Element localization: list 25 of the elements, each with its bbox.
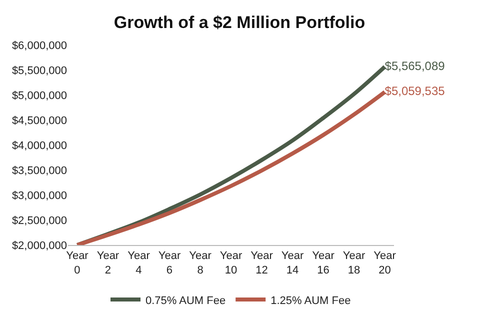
x-tick-label: Year 8 xyxy=(189,250,212,276)
x-tick-label: Year 4 xyxy=(128,250,150,276)
legend-label: 0.75% AUM Fee xyxy=(146,294,226,307)
x-tick-label: Year 12 xyxy=(250,250,274,276)
x-tick-label: Year 10 xyxy=(220,250,242,276)
chart-title: Growth of a $2 Million Portfolio xyxy=(114,13,366,32)
x-tick-label: Year 20 xyxy=(374,250,396,276)
data-label: $5,059,535 xyxy=(384,84,446,98)
x-tick-label: Year 16 xyxy=(312,250,335,276)
data-label: $5,565,089 xyxy=(384,58,446,73)
y-tick-label: $3,000,000 xyxy=(12,190,67,202)
x-tick-label: Year 2 xyxy=(96,250,120,276)
y-tick-label: $5,000,000 xyxy=(12,90,67,102)
y-tick-label: $2,500,000 xyxy=(12,214,67,227)
x-tick-label: Year 18 xyxy=(342,250,366,276)
x-tick-label: Year 14 xyxy=(281,250,304,276)
y-tick-label: $5,500,000 xyxy=(12,64,67,77)
x-tick-label: Year 0 xyxy=(66,250,89,276)
y-tick-label: $4,000,000 xyxy=(12,140,67,152)
x-tick-label: Year 6 xyxy=(158,250,181,276)
y-tick-label: $2,000,000 xyxy=(12,240,67,252)
y-tick-label: $6,000,000 xyxy=(12,40,67,52)
y-tick-label: $3,500,000 xyxy=(12,164,67,177)
y-tick-label: $4,500,000 xyxy=(12,114,67,127)
legend-label: 1.25% AUM Fee xyxy=(270,294,351,307)
